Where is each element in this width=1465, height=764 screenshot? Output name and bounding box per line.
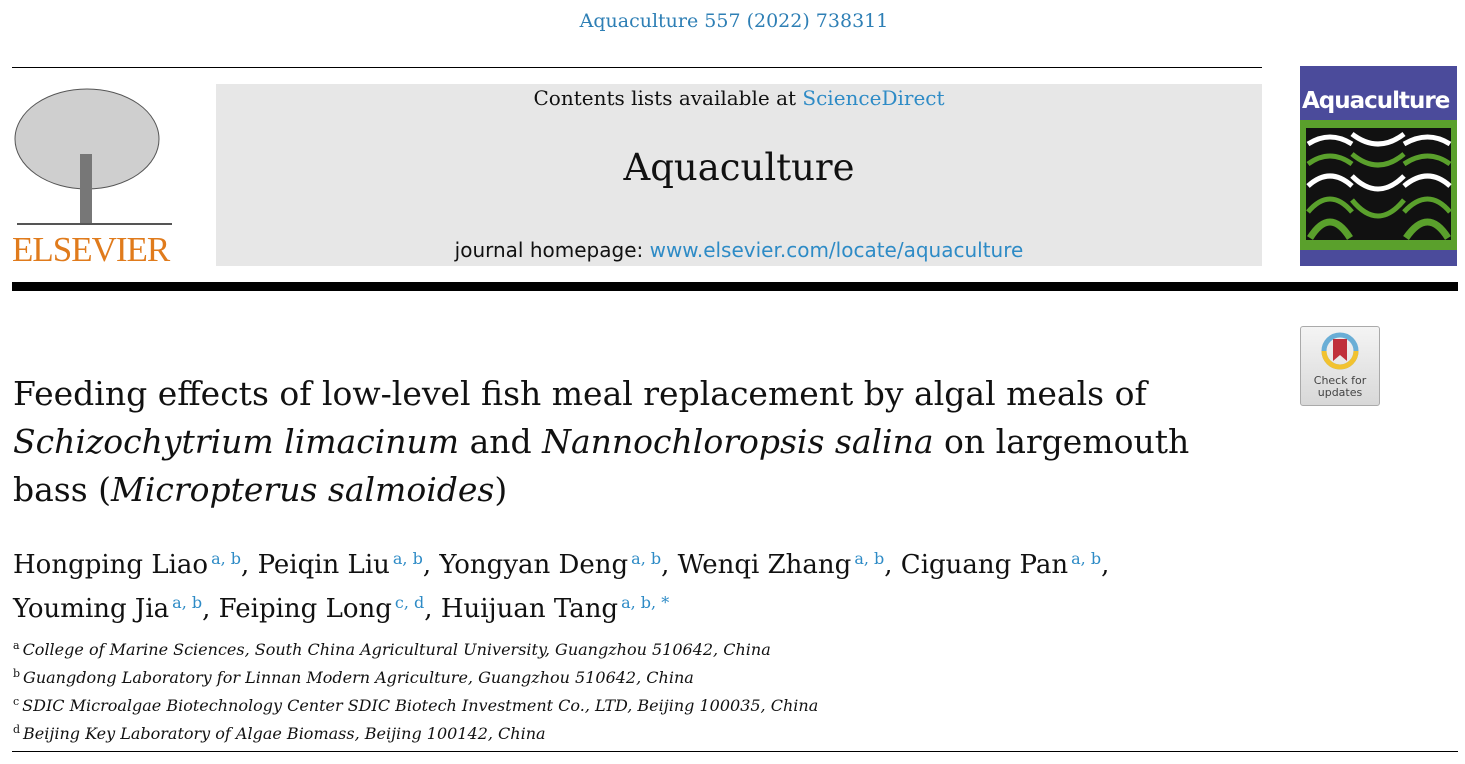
author-affiliation-marks[interactable]: c, d xyxy=(394,593,425,612)
author-name[interactable]: Peiqin Liu xyxy=(257,550,390,580)
author[interactable]: Wenqi Zhang a, b xyxy=(677,549,885,580)
homepage-prefix: journal homepage: xyxy=(454,238,650,262)
author-name[interactable]: Feiping Long xyxy=(218,594,392,624)
check-for-updates-button[interactable]: Check for updates xyxy=(1300,326,1380,406)
affiliation-key: c xyxy=(13,695,20,708)
title-text: ) xyxy=(494,470,508,509)
journal-name: Aquaculture xyxy=(623,146,855,189)
author-affiliation-marks[interactable]: a, b xyxy=(1071,549,1102,568)
affiliation-text: Beijing Key Laboratory of Algae Biomass,… xyxy=(23,724,546,743)
species-name: Schizochytrium limacinum xyxy=(13,422,460,461)
tree-icon xyxy=(14,88,172,225)
author[interactable]: Huijuan Tang a, b, * xyxy=(440,593,670,624)
homepage-line: journal homepage: www.elsevier.com/locat… xyxy=(216,238,1262,262)
contents-line: Contents lists available at ScienceDirec… xyxy=(216,86,1262,110)
author-name[interactable]: Yongyan Deng xyxy=(439,550,629,580)
divider xyxy=(12,67,1262,68)
journal-banner: Contents lists available at ScienceDirec… xyxy=(216,84,1262,266)
affiliation-text: Guangdong Laboratory for Linnan Modern A… xyxy=(23,668,694,687)
author-name[interactable]: Youming Jia xyxy=(13,594,170,624)
affiliation: d Beijing Key Laboratory of Algae Biomass… xyxy=(13,718,818,746)
affiliation-key: d xyxy=(13,723,21,736)
species-name: Micropterus salmoides xyxy=(111,470,495,509)
article-title: Feeding effects of low-level fish meal r… xyxy=(13,370,1273,514)
author[interactable]: Hongping Liao a, b xyxy=(13,549,242,580)
author-affiliation-marks[interactable]: a, b xyxy=(392,549,423,568)
author-affiliation-marks[interactable]: a, b, * xyxy=(621,593,670,612)
author[interactable]: Youming Jia a, b xyxy=(13,593,203,624)
contents-prefix: Contents lists available at xyxy=(533,86,803,110)
affiliation-key: b xyxy=(13,667,21,680)
affiliation-text: SDIC Microalgae Biotechnology Center SDI… xyxy=(22,696,819,715)
author-name[interactable]: Wenqi Zhang xyxy=(677,550,852,580)
journal-cover[interactable]: Aquaculture xyxy=(1300,66,1457,266)
title-text: on largemouth bass ( xyxy=(13,422,1190,509)
crossmark-icon xyxy=(1321,332,1359,370)
author-affiliation-marks[interactable]: a, b xyxy=(854,549,885,568)
author[interactable]: Ciguang Pan a, b xyxy=(900,549,1102,580)
sciencedirect-link[interactable]: ScienceDirect xyxy=(802,86,945,110)
title-text: and xyxy=(459,422,543,461)
species-name: Nannochloropsis salina xyxy=(542,422,934,461)
author-affiliation-marks[interactable]: a, b xyxy=(211,549,242,568)
author[interactable]: Yongyan Deng a, b xyxy=(439,549,662,580)
homepage-link[interactable]: www.elsevier.com/locate/aquaculture xyxy=(649,238,1024,262)
author-name[interactable]: Ciguang Pan xyxy=(900,550,1069,580)
author[interactable]: Peiqin Liu a, b xyxy=(257,549,423,580)
affiliations: a College of Marine Sciences, South China… xyxy=(13,634,818,746)
author-affiliation-marks[interactable]: a, b xyxy=(631,549,662,568)
header-rule xyxy=(12,282,1458,291)
author-name[interactable]: Hongping Liao xyxy=(13,550,209,580)
author-list: Hongping Liao a, b, Peiqin Liu a, b, Yongy… xyxy=(13,549,1110,624)
affiliation-text: College of Marine Sciences, South China … xyxy=(22,640,771,659)
author[interactable]: Feiping Long c, d xyxy=(218,593,425,624)
affiliation: b Guangdong Laboratory for Linnan Modern … xyxy=(13,662,818,690)
author-affiliation-marks[interactable]: a, b xyxy=(172,593,203,612)
elsevier-logo: ELSEVIER xyxy=(12,84,177,270)
title-text: Feeding effects of low-level fish meal r… xyxy=(13,374,1147,413)
crossmark-label: Check for updates xyxy=(1313,374,1367,399)
affiliation-key: a xyxy=(13,639,20,652)
divider xyxy=(12,751,1458,752)
elsevier-wordmark: ELSEVIER xyxy=(12,230,170,269)
affiliation: a College of Marine Sciences, South China… xyxy=(13,634,818,662)
author-name[interactable]: Huijuan Tang xyxy=(440,594,619,624)
cover-pattern-icon xyxy=(1300,120,1457,250)
affiliation: c SDIC Microalgae Biotechnology Center SD… xyxy=(13,690,818,718)
citation[interactable]: Aquaculture 557 (2022) 738311 xyxy=(579,10,889,32)
cover-title: Aquaculture xyxy=(1302,88,1450,114)
